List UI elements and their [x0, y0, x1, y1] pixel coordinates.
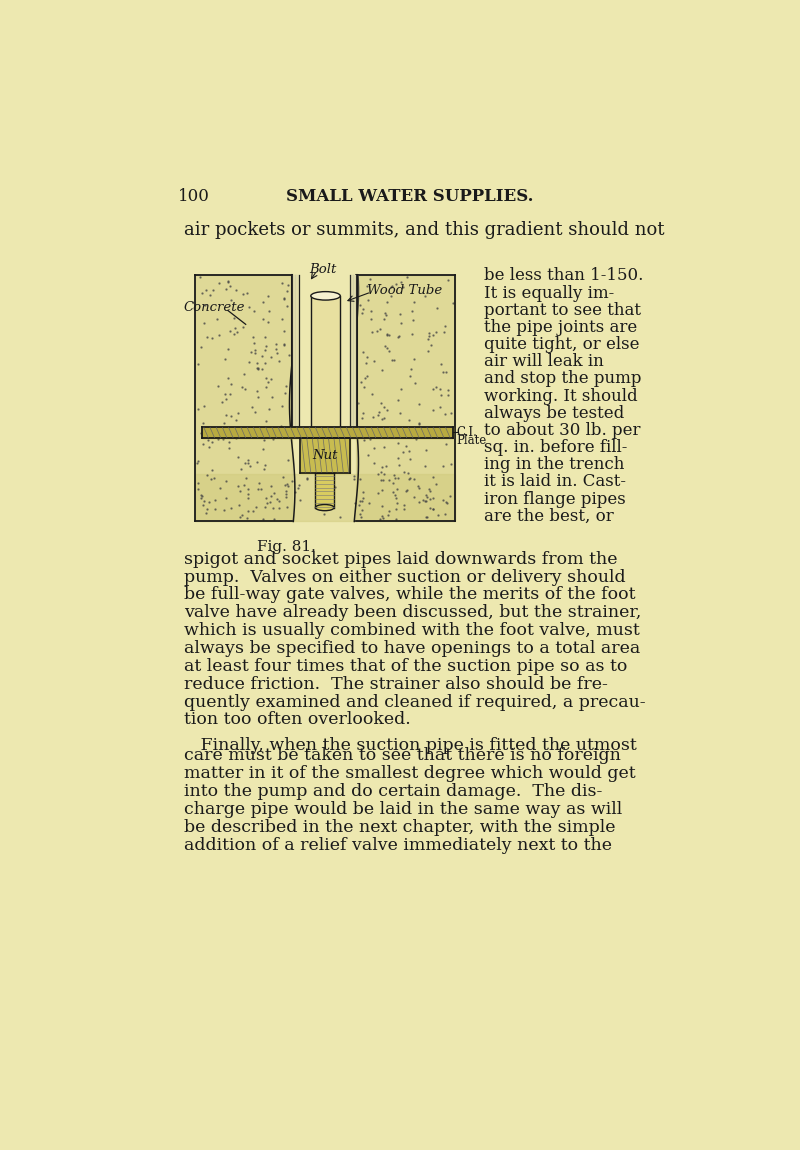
Text: SMALL WATER SUPPLIES.: SMALL WATER SUPPLIES.	[286, 189, 534, 205]
Polygon shape	[194, 275, 292, 521]
Text: Bolt: Bolt	[310, 262, 337, 276]
Polygon shape	[202, 427, 453, 438]
Text: are the best, or: are the best, or	[484, 508, 614, 524]
Text: it is laid in. Cast-: it is laid in. Cast-	[484, 474, 626, 490]
Text: quently examined and cleaned if required, a precau-: quently examined and cleaned if required…	[184, 693, 646, 711]
Ellipse shape	[310, 292, 340, 300]
Text: reduce friction.  The strainer also should be fre-: reduce friction. The strainer also shoul…	[184, 676, 607, 692]
Text: be described in the next chapter, with the simple: be described in the next chapter, with t…	[184, 819, 615, 836]
Text: Plate: Plate	[457, 435, 486, 447]
Text: pump.  Valves on either suction or delivery should: pump. Valves on either suction or delive…	[184, 568, 626, 585]
Text: the pipe joints are: the pipe joints are	[484, 319, 637, 336]
Text: sq. in. before fill-: sq. in. before fill-	[484, 439, 627, 457]
Text: 100: 100	[178, 189, 210, 205]
Text: be less than 1-150.: be less than 1-150.	[484, 267, 643, 284]
Polygon shape	[315, 473, 334, 507]
Text: care must be taken to see that there is no foreign: care must be taken to see that there is …	[184, 748, 621, 765]
Text: air pockets or summits, and this gradient should not: air pockets or summits, and this gradien…	[184, 221, 664, 239]
Text: Finally, when the suction pipe is fitted the utmost: Finally, when the suction pipe is fitted…	[184, 737, 637, 754]
Text: Wood Tube: Wood Tube	[367, 284, 442, 298]
Polygon shape	[194, 475, 455, 521]
Text: at least four times that of the suction pipe so as to: at least four times that of the suction …	[184, 658, 627, 675]
Text: into the pump and do certain damage.  The dis-: into the pump and do certain damage. The…	[184, 783, 602, 800]
Text: spigot and socket pipes laid downwards from the: spigot and socket pipes laid downwards f…	[184, 551, 618, 568]
Text: tion too often overlooked.: tion too often overlooked.	[184, 712, 410, 728]
Text: iron flange pipes: iron flange pipes	[484, 491, 626, 507]
Text: always be specified to have openings to a total area: always be specified to have openings to …	[184, 641, 640, 657]
Polygon shape	[300, 438, 350, 473]
Ellipse shape	[315, 505, 334, 511]
Text: addition of a relief valve immediately next to the: addition of a relief valve immediately n…	[184, 836, 612, 853]
Text: to about 30 lb. per: to about 30 lb. per	[484, 422, 640, 439]
Text: quite tight, or else: quite tight, or else	[484, 336, 639, 353]
Polygon shape	[292, 275, 358, 429]
Text: valve have already been discussed, but the strainer,: valve have already been discussed, but t…	[184, 604, 641, 621]
Polygon shape	[356, 275, 455, 521]
Text: It is equally im-: It is equally im-	[484, 284, 614, 301]
Text: which is usually combined with the foot valve, must: which is usually combined with the foot …	[184, 622, 639, 639]
Text: always be tested: always be tested	[484, 405, 624, 422]
Text: Fig. 81.: Fig. 81.	[257, 540, 315, 554]
Text: portant to see that: portant to see that	[484, 301, 641, 319]
Text: and stop the pump: and stop the pump	[484, 370, 641, 388]
Text: ing in the trench: ing in the trench	[484, 457, 624, 474]
Text: Nut: Nut	[312, 450, 338, 462]
Text: Concrete: Concrete	[183, 301, 245, 314]
Polygon shape	[310, 296, 340, 429]
Text: charge pipe would be laid in the same way as will: charge pipe would be laid in the same wa…	[184, 800, 622, 818]
Text: air will leak in: air will leak in	[484, 353, 603, 370]
Text: working. It should: working. It should	[484, 388, 638, 405]
Text: matter in it of the smallest degree which would get: matter in it of the smallest degree whic…	[184, 765, 635, 782]
Text: be full-way gate valves, while the merits of the foot: be full-way gate valves, while the merit…	[184, 586, 635, 604]
Text: C.I.: C.I.	[457, 426, 478, 439]
